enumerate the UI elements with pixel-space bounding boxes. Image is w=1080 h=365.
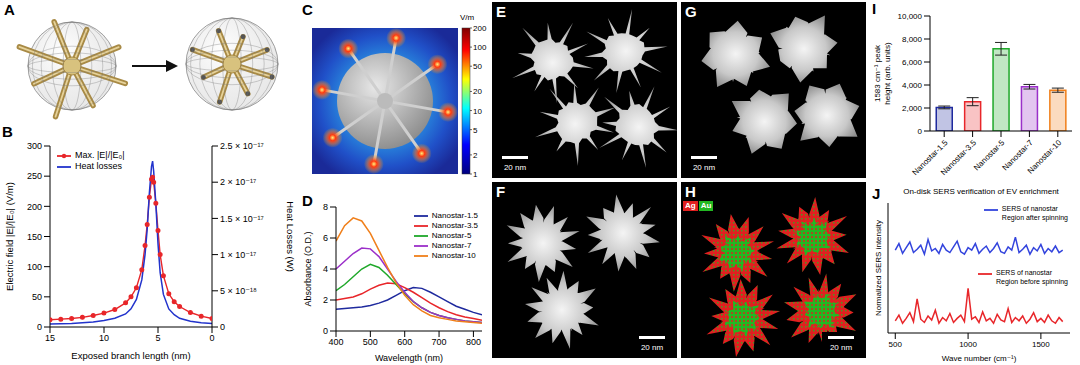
svg-text:400: 400 bbox=[328, 337, 343, 347]
svg-text:100: 100 bbox=[473, 43, 487, 52]
svg-text:1: 1 bbox=[473, 170, 478, 179]
svg-text:Wave number (cm⁻¹): Wave number (cm⁻¹) bbox=[942, 354, 1017, 363]
html-text:J: J bbox=[872, 185, 881, 202]
html-text:E: E bbox=[496, 3, 506, 20]
svg-text:150: 150 bbox=[27, 232, 42, 242]
svg-text:20: 20 bbox=[473, 87, 482, 96]
svg-text:8: 8 bbox=[323, 202, 328, 212]
svg-text:Wavelength (nm): Wavelength (nm) bbox=[375, 353, 443, 363]
svg-text:500: 500 bbox=[889, 340, 903, 349]
svg-text:0: 0 bbox=[323, 326, 328, 336]
svg-text:4,000: 4,000 bbox=[902, 81, 923, 90]
html-text:SERS of nanostar: SERS of nanostar bbox=[1001, 205, 1058, 212]
svg-text:6,000: 6,000 bbox=[902, 58, 923, 67]
svg-text:Normalized SERS intensity: Normalized SERS intensity bbox=[874, 220, 883, 316]
svg-text:600: 600 bbox=[397, 337, 412, 347]
svg-text:1000: 1000 bbox=[959, 340, 977, 349]
svg-text:250: 250 bbox=[27, 171, 42, 181]
html-text:B: B bbox=[2, 123, 13, 140]
svg-text:8,000: 8,000 bbox=[902, 35, 923, 44]
html-text:Heat losses: Heat losses bbox=[75, 161, 122, 171]
svg-text:800: 800 bbox=[466, 337, 481, 347]
svg-text:2: 2 bbox=[323, 295, 328, 305]
html-text:Region after spinning: Region after spinning bbox=[1001, 213, 1068, 221]
svg-text:10,000: 10,000 bbox=[898, 12, 923, 21]
svg-text:1.5 × 10⁻¹⁷: 1.5 × 10⁻¹⁷ bbox=[220, 214, 264, 224]
svg-text:Nanostar-10: Nanostar-10 bbox=[1026, 138, 1064, 176]
svg-text:300: 300 bbox=[27, 141, 42, 151]
svg-text:Nanostar-7: Nanostar-7 bbox=[1000, 138, 1035, 173]
html-text:H: H bbox=[685, 183, 696, 200]
svg-text:50: 50 bbox=[473, 62, 482, 71]
svg-text:20 nm: 20 nm bbox=[693, 163, 716, 172]
svg-text:Nanostar-1.5: Nanostar-1.5 bbox=[910, 138, 950, 178]
html-text:Region before spinning: Region before spinning bbox=[996, 277, 1068, 285]
svg-text:500: 500 bbox=[363, 337, 378, 347]
html-text:Nanostar-10: Nanostar-10 bbox=[431, 251, 476, 260]
svg-text:Electric field |E|/|E₀| (V/m): Electric field |E|/|E₀| (V/m) bbox=[4, 182, 15, 291]
svg-text:1500: 1500 bbox=[1032, 340, 1050, 349]
html-text:I: I bbox=[872, 0, 877, 17]
svg-text:10: 10 bbox=[473, 107, 482, 116]
svg-text:Absorbance (O.D.): Absorbance (O.D.) bbox=[303, 231, 313, 306]
svg-text:15: 15 bbox=[45, 333, 55, 343]
html-text:Au: Au bbox=[700, 201, 712, 210]
svg-text:1583 cm⁻¹ peakheight (arb. uni: 1583 cm⁻¹ peakheight (arb. units) bbox=[873, 42, 891, 105]
svg-text:Heat Losses (W): Heat Losses (W) bbox=[285, 201, 296, 272]
html-text:F: F bbox=[496, 183, 506, 200]
html-text:Ag: Ag bbox=[685, 201, 696, 210]
svg-text:4: 4 bbox=[323, 264, 328, 274]
svg-text:6: 6 bbox=[323, 233, 328, 243]
svg-text:2.5 × 10⁻¹⁷: 2.5 × 10⁻¹⁷ bbox=[220, 141, 264, 151]
svg-text:10: 10 bbox=[99, 333, 109, 343]
svg-text:200: 200 bbox=[27, 202, 42, 212]
html-text:On-disk SERS verification of E: On-disk SERS verification of EV enrichme… bbox=[903, 187, 1059, 196]
html-text:Nanostar-1.5: Nanostar-1.5 bbox=[431, 211, 478, 220]
svg-text:50: 50 bbox=[32, 292, 42, 302]
html-text:SERS of nanostar: SERS of nanostar bbox=[996, 269, 1052, 276]
html-text:Nanostar-5: Nanostar-5 bbox=[431, 231, 472, 240]
html-text:C: C bbox=[302, 1, 313, 18]
svg-text:0: 0 bbox=[220, 322, 225, 332]
svg-text:700: 700 bbox=[432, 337, 447, 347]
svg-text:5 × 10⁻¹⁸: 5 × 10⁻¹⁸ bbox=[220, 286, 257, 296]
html-text:Max. |E|/|E₀|: Max. |E|/|E₀| bbox=[75, 150, 125, 160]
svg-text:20 nm: 20 nm bbox=[504, 163, 527, 172]
svg-text:20 nm: 20 nm bbox=[641, 343, 664, 352]
svg-text:1 × 10⁻¹⁷: 1 × 10⁻¹⁷ bbox=[220, 250, 256, 260]
svg-text:2: 2 bbox=[473, 151, 478, 160]
html-text:Nanostar-7: Nanostar-7 bbox=[431, 241, 472, 250]
svg-text:5: 5 bbox=[473, 126, 478, 135]
svg-text:Exposed branch length (nm): Exposed branch length (nm) bbox=[71, 350, 190, 361]
svg-text:0: 0 bbox=[209, 333, 214, 343]
html-text:D: D bbox=[302, 192, 313, 209]
svg-text:V/m: V/m bbox=[460, 13, 475, 22]
html-text:Nanostar-3.5: Nanostar-3.5 bbox=[431, 221, 478, 230]
svg-text:20 nm: 20 nm bbox=[830, 343, 853, 352]
svg-text:0: 0 bbox=[37, 322, 42, 332]
svg-text:5: 5 bbox=[155, 333, 160, 343]
svg-text:Nanostar-3.5: Nanostar-3.5 bbox=[939, 138, 978, 177]
svg-text:0: 0 bbox=[918, 127, 923, 136]
svg-text:100: 100 bbox=[27, 262, 42, 272]
svg-text:2,000: 2,000 bbox=[902, 104, 923, 113]
svg-text:2 × 10⁻¹⁷: 2 × 10⁻¹⁷ bbox=[220, 177, 256, 187]
svg-text:Nanostar-5: Nanostar-5 bbox=[972, 138, 1007, 173]
html-text:A: A bbox=[4, 1, 15, 18]
svg-text:200: 200 bbox=[473, 24, 487, 33]
html-text:G: G bbox=[685, 3, 697, 20]
